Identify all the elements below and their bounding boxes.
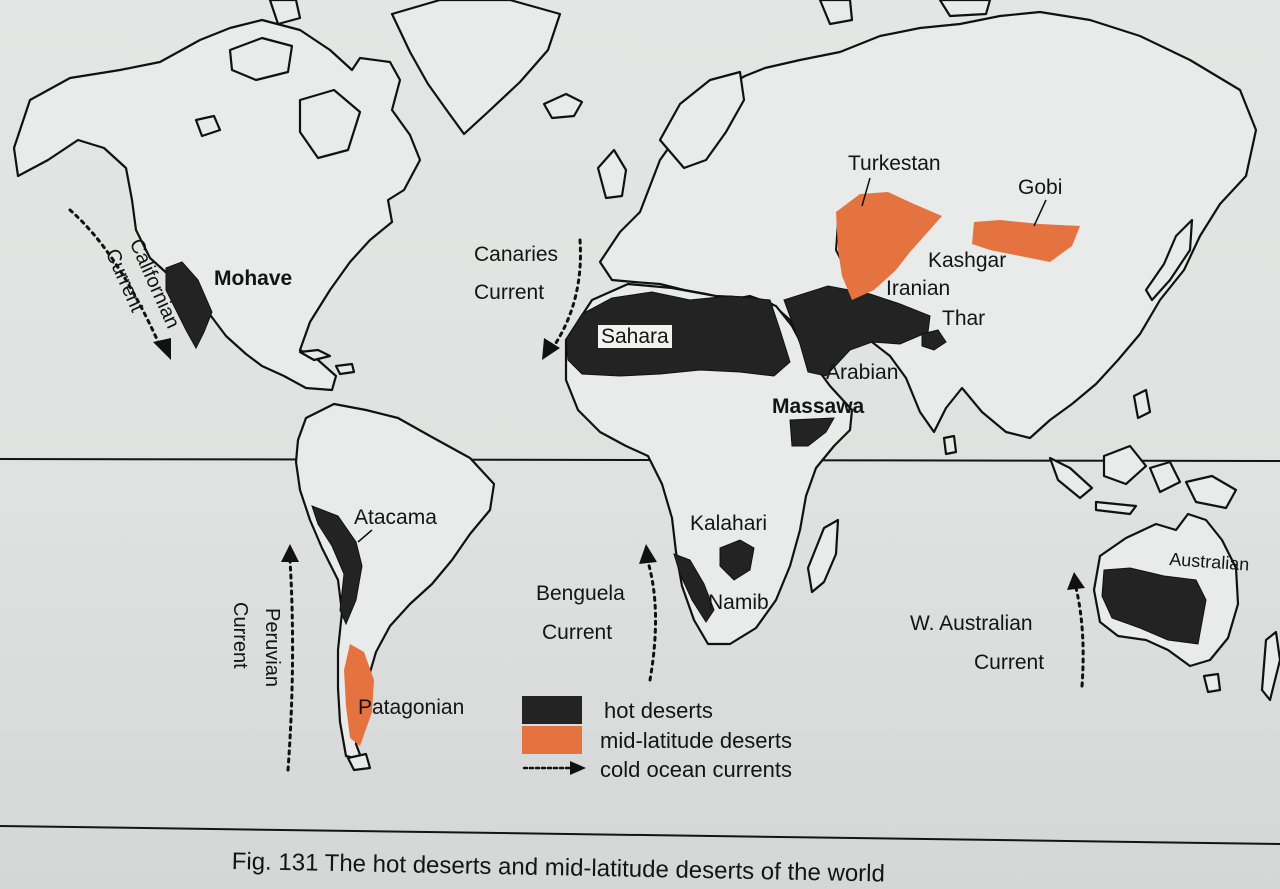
peruvian-current-label-1: Peruvian <box>261 608 283 687</box>
legend-mid-swatch <box>522 726 582 754</box>
gobi-desert-region <box>972 220 1080 262</box>
tasmania-land <box>1202 672 1222 694</box>
atacama-desert-region <box>311 505 363 626</box>
gobi-leader-line <box>1033 199 1047 227</box>
peruvian-current-arrowhead <box>281 544 299 562</box>
kalahari-label: Kalahari <box>690 512 768 535</box>
legend-currents-label: cold ocean currents <box>600 757 792 782</box>
arctic-island <box>268 0 302 26</box>
kalahari-desert-region <box>719 539 755 581</box>
californian-current-arrow <box>68 208 162 348</box>
benguela-current-arrowhead <box>639 544 657 564</box>
legend-mid-label: mid-latitude deserts <box>600 728 792 753</box>
patagonian-label: Patagonian <box>358 696 465 719</box>
arctic-island <box>194 114 222 138</box>
indonesia-island <box>1094 500 1138 516</box>
caribbean-island <box>298 348 332 362</box>
indonesia-island <box>1148 460 1182 494</box>
arctic-island <box>938 0 992 18</box>
mohave-desert-region <box>165 261 213 350</box>
turkestan-leader-line <box>861 177 871 207</box>
californian-current-arrowhead <box>153 338 171 360</box>
atacama-label: Atacama <box>354 506 437 529</box>
philippines-island <box>1132 388 1152 420</box>
caption-rule <box>0 825 1280 845</box>
massawa-desert-region <box>789 417 835 447</box>
new-guinea-island <box>1184 474 1238 510</box>
peruvian-current-label-2: Current <box>229 602 251 669</box>
benguela-current-label-1: Benguela <box>536 582 625 605</box>
equator-line <box>0 458 1280 462</box>
massawa-label: Massawa <box>772 395 865 418</box>
new-zealand-land <box>1260 630 1280 702</box>
west-australian-current-arrow <box>1074 586 1085 688</box>
west-australian-current-label-2: Current <box>974 651 1045 674</box>
sri-lanka-land <box>942 434 958 456</box>
madagascar-land <box>806 518 840 594</box>
caribbean-island <box>334 362 356 376</box>
gobi-label: Gobi <box>1018 176 1063 199</box>
mohave-label: Mohave <box>214 267 293 290</box>
arctic-island <box>818 0 854 26</box>
north-america-land <box>12 18 422 392</box>
legend-current-arrowhead <box>570 761 586 775</box>
patagonian-desert-region <box>344 644 374 746</box>
iceland-land <box>542 92 584 120</box>
british-isles-land <box>596 148 628 200</box>
australian-desert-region <box>1101 567 1207 645</box>
greenland-land <box>390 0 562 136</box>
tierra-del-fuego <box>346 752 372 772</box>
namib-label: Namib <box>708 591 769 614</box>
sahara-label: Sahara <box>598 325 672 348</box>
canaries-current-arrow <box>552 238 582 348</box>
thar-desert-region <box>921 329 947 351</box>
sahara-desert-region <box>565 291 791 377</box>
arctic-island <box>298 88 362 160</box>
canaries-current-label-2: Current <box>474 281 545 304</box>
canaries-current-label-1: Canaries <box>474 243 559 266</box>
peruvian-current-arrow <box>286 558 295 772</box>
canaries-current-arrowhead <box>542 338 560 360</box>
benguela-current-label-2: Current <box>542 621 613 644</box>
legend-hot-swatch <box>522 696 582 724</box>
thar-label: Thar <box>942 307 986 330</box>
indonesia-island <box>1102 444 1148 486</box>
atacama-leader-line <box>357 529 373 543</box>
west-australian-current-arrowhead <box>1067 572 1085 590</box>
arabian-label: Arabian <box>826 361 899 384</box>
west-australian-current-label-1: W. Australian <box>910 612 1033 635</box>
benguela-current-arrow <box>646 560 658 682</box>
iranian-label: Iranian <box>886 277 951 300</box>
japan-land <box>1144 218 1194 302</box>
legend-hot-label: hot deserts <box>604 698 713 723</box>
scandinavia-land <box>658 70 746 170</box>
namib-desert-region <box>673 553 715 623</box>
arabian-desert-region <box>783 285 931 377</box>
kashgar-label: Kashgar <box>928 249 1007 272</box>
indonesia-island <box>1048 456 1094 500</box>
turkestan-label: Turkestan <box>848 152 941 175</box>
arctic-island <box>228 36 294 82</box>
turkestan-desert-region <box>836 192 942 300</box>
